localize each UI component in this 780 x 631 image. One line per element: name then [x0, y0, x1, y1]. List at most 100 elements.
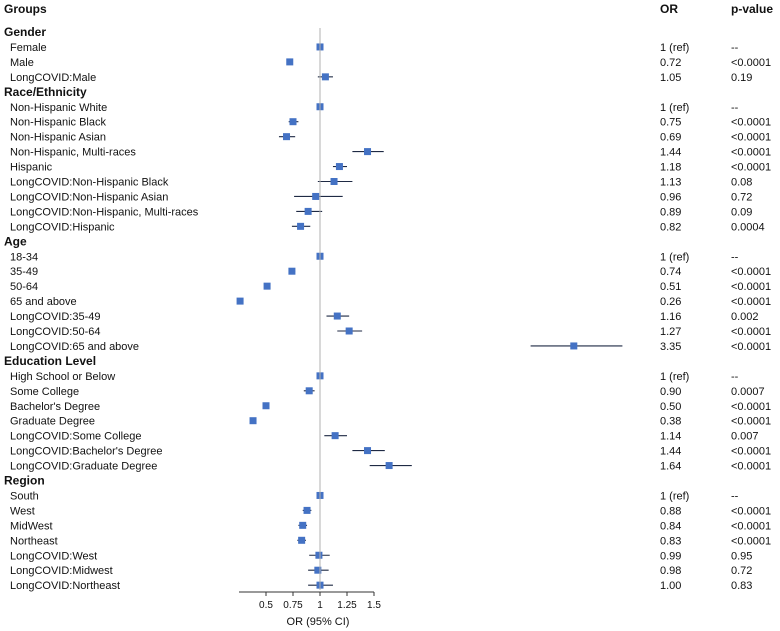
- p-value: <0.0001: [731, 520, 771, 532]
- p-value: <0.0001: [731, 162, 771, 174]
- row-label: Non-Hispanic Black: [10, 117, 106, 129]
- table-row: West 0.88 <0.0001: [10, 505, 771, 517]
- p-value: 0.83: [731, 580, 752, 592]
- table-row: LongCOVID:Some College 1.14 0.007: [10, 431, 759, 443]
- or-marker: [364, 447, 372, 455]
- p-value: <0.0001: [731, 147, 771, 159]
- row-label: LongCOVID:Hispanic: [10, 221, 115, 233]
- row-label: Male: [10, 57, 34, 69]
- or-marker: [364, 148, 372, 156]
- row-label: LongCOVID:Non-Hispanic, Multi-races: [10, 206, 199, 218]
- or-marker: [321, 73, 329, 81]
- or-value: 1 (ref): [660, 490, 689, 502]
- table-row: LongCOVID:Midwest 0.98 0.72: [10, 565, 752, 577]
- table-row: LongCOVID:Non-Hispanic, Multi-races 0.89 0…: [10, 206, 752, 218]
- row-label: Hispanic: [10, 162, 53, 174]
- or-value: 0.84: [660, 520, 681, 532]
- section-title: Age: [4, 234, 27, 248]
- or-value: 1.14: [660, 431, 681, 443]
- p-value: <0.0001: [731, 401, 771, 413]
- p-value: <0.0001: [731, 446, 771, 458]
- p-value: 0.72: [731, 191, 752, 203]
- or-value: 0.72: [660, 57, 681, 69]
- table-row: 18-34 1 (ref) --: [10, 251, 739, 263]
- p-value: --: [731, 42, 739, 54]
- p-value: <0.0001: [731, 341, 771, 353]
- table-row: Northeast 0.83 <0.0001: [10, 535, 771, 547]
- section-title: Gender: [4, 25, 46, 39]
- p-value: 0.007: [731, 431, 759, 443]
- p-value: 0.95: [731, 550, 752, 562]
- or-value: 1.13: [660, 177, 681, 189]
- table-row: LongCOVID:50-64 1.27 <0.0001: [10, 326, 771, 338]
- row-label: 18-34: [10, 251, 38, 263]
- p-value: <0.0001: [731, 132, 771, 144]
- header-or: OR: [660, 2, 678, 16]
- or-marker: [289, 118, 297, 126]
- p-value: 0.0004: [731, 221, 765, 233]
- or-value: 1.27: [660, 326, 681, 338]
- row-label: Northeast: [10, 535, 58, 547]
- or-value: 0.88: [660, 505, 681, 517]
- or-marker: [570, 342, 578, 350]
- row-label: Some College: [10, 386, 79, 398]
- x-tick-label: 1.25: [337, 600, 357, 611]
- row-label: 65 and above: [10, 296, 77, 308]
- table-row: Hispanic 1.18 <0.0001: [10, 162, 771, 174]
- or-value: 1.05: [660, 72, 681, 84]
- or-marker: [304, 207, 312, 215]
- row-label: 50-64: [10, 281, 38, 293]
- p-value: <0.0001: [731, 266, 771, 278]
- table-row: LongCOVID:Male 1.05 0.19: [10, 72, 752, 84]
- or-value: 0.38: [660, 416, 681, 428]
- or-value: 1.00: [660, 580, 681, 592]
- or-marker: [288, 267, 296, 275]
- table-row: Non-Hispanic Black 0.75 <0.0001: [10, 117, 771, 129]
- or-value: 0.82: [660, 221, 681, 233]
- row-label: LongCOVID:Male: [10, 72, 96, 84]
- or-value: 1 (ref): [660, 102, 689, 114]
- p-value: <0.0001: [731, 326, 771, 338]
- row-label: LongCOVID:Bachelor's Degree: [10, 446, 163, 458]
- or-marker: [283, 133, 291, 141]
- row-label: Non-Hispanic, Multi-races: [10, 147, 136, 159]
- table-row: 50-64 0.51 <0.0001: [10, 281, 771, 293]
- or-marker: [236, 297, 244, 305]
- or-value: 1.44: [660, 446, 681, 458]
- table-row: Some College 0.90 0.0007: [10, 386, 765, 398]
- or-value: 0.69: [660, 132, 681, 144]
- row-label: 35-49: [10, 266, 38, 278]
- table-row: MidWest 0.84 <0.0001: [10, 520, 771, 532]
- or-value: 0.98: [660, 565, 681, 577]
- row-label: LongCOVID:Northeast: [10, 580, 120, 592]
- x-tick-label: 0.75: [283, 600, 303, 611]
- or-value: 1.18: [660, 162, 681, 174]
- table-row: Non-Hispanic Asian 0.69 <0.0001: [10, 132, 771, 144]
- table-row: LongCOVID:Non-Hispanic Asian 0.96 0.72: [10, 191, 752, 203]
- or-marker: [263, 282, 271, 290]
- row-label: Non-Hispanic White: [10, 102, 107, 114]
- or-value: 0.51: [660, 281, 681, 293]
- table-row: LongCOVID:Graduate Degree 1.64 <0.0001: [10, 461, 771, 473]
- or-value: 0.75: [660, 117, 681, 129]
- or-value: 1.64: [660, 461, 681, 473]
- or-marker: [298, 536, 306, 544]
- p-value: <0.0001: [731, 535, 771, 547]
- or-marker: [249, 417, 257, 425]
- row-label: LongCOVID:Non-Hispanic Black: [10, 177, 169, 189]
- table-row: LongCOVID:Non-Hispanic Black 1.13 0.08: [10, 177, 752, 189]
- table-row: LongCOVID:65 and above 3.35 <0.0001: [10, 341, 771, 353]
- x-tick-label: 1.5: [367, 600, 381, 611]
- or-marker: [305, 387, 313, 395]
- or-value: 1 (ref): [660, 42, 689, 54]
- or-value: 0.89: [660, 206, 681, 218]
- or-value: 1 (ref): [660, 251, 689, 263]
- p-value: 0.0007: [731, 386, 765, 398]
- row-label: LongCOVID:West: [10, 550, 97, 562]
- row-label: LongCOVID:65 and above: [10, 341, 139, 353]
- or-marker: [312, 192, 320, 200]
- header-groups: Groups: [4, 2, 47, 16]
- p-value: <0.0001: [731, 117, 771, 129]
- p-value: --: [731, 371, 739, 383]
